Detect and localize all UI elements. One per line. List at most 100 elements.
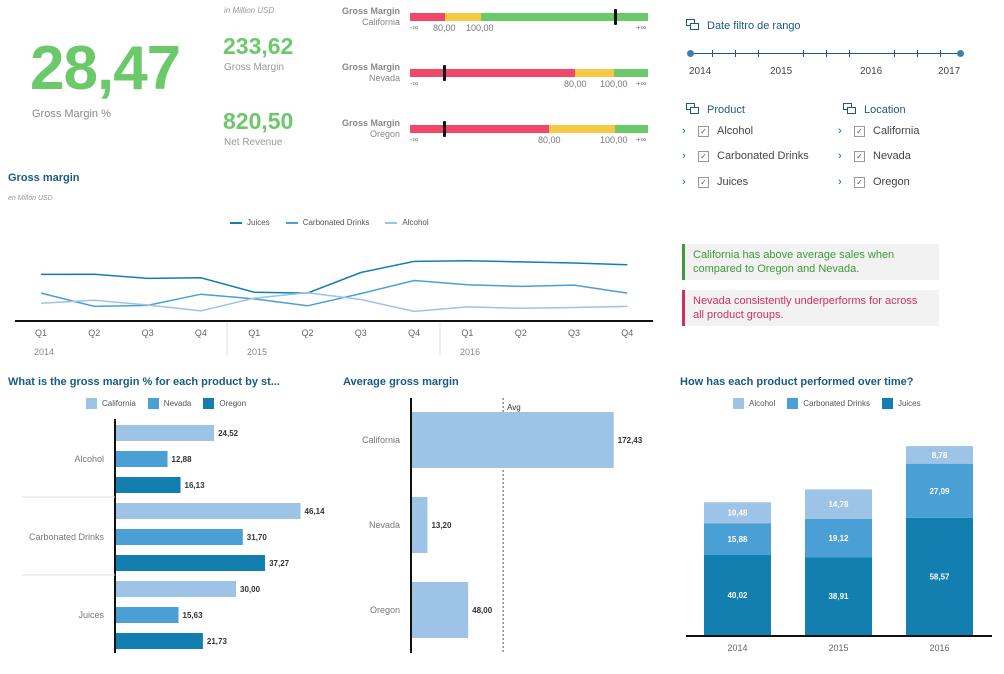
line-chart-title: Gross margin	[8, 172, 80, 184]
chevron-right-icon[interactable]: ›	[838, 125, 842, 137]
x-tick-label: 2014	[727, 643, 747, 653]
segment-value-label: 58,57	[929, 572, 950, 581]
insight-note-nevada: Nevada consistently underperforms for ac…	[682, 290, 939, 326]
bullet-marker	[443, 121, 446, 137]
bar	[412, 497, 428, 553]
gross-margin-value: 233,62	[223, 33, 294, 59]
segment-value-label: 38,91	[828, 592, 849, 601]
filter-item-label: California	[873, 125, 920, 137]
x-tick-label: Q4	[621, 328, 633, 338]
bar	[116, 425, 215, 441]
stacked-segment	[805, 518, 872, 558]
category-label: Nevada	[369, 520, 400, 530]
bullet-marker	[614, 9, 617, 25]
slider-year: 2016	[860, 66, 883, 77]
bullet-marker	[443, 65, 446, 81]
x-tick-label: Q2	[515, 328, 527, 338]
slider-handle-end[interactable]	[957, 50, 964, 57]
bar	[116, 633, 203, 649]
chevron-right-icon[interactable]: ›	[682, 125, 686, 137]
stacked-segment	[906, 463, 973, 518]
bullet-state: California	[361, 17, 400, 27]
bullet-tick: +∞	[636, 135, 647, 144]
series-line-alcohol	[40, 292, 628, 313]
bullet-tick: 100,00	[466, 23, 494, 33]
filter-item-juices[interactable]: › ✓ Juices	[682, 176, 748, 188]
x-tick-label: Q1	[35, 328, 47, 338]
x-tick-label: Q1	[461, 328, 473, 338]
unit-note: in Million USD	[224, 6, 275, 15]
bullet-state: Nevada	[368, 73, 400, 83]
checkbox-checked-icon[interactable]: ✓	[854, 125, 865, 137]
checkbox-checked-icon[interactable]: ✓	[698, 176, 709, 188]
legend-item: Carbonated Drinks	[787, 398, 870, 409]
bar-value-label: 48,00	[472, 606, 493, 615]
avg-bar-title: Average gross margin	[343, 376, 459, 388]
legend-item: Oregon	[203, 398, 246, 409]
slider-year: 2015	[770, 66, 793, 77]
filter-item-alcohol[interactable]: › ✓ Alcohol	[682, 125, 753, 137]
line-chart-subtitle: en Millón USD	[8, 195, 53, 202]
gross-margin-pct-value: 28,47	[30, 34, 181, 103]
insight-note-california: California has above average sales when …	[682, 244, 939, 280]
filter-item-oregon[interactable]: › ✓ Oregon	[838, 176, 910, 188]
checkbox-checked-icon[interactable]: ✓	[854, 150, 865, 162]
bar	[412, 582, 469, 638]
legend-item: Juices	[230, 218, 270, 227]
bar	[116, 451, 168, 467]
slider-year: 2017	[938, 66, 961, 77]
stacked-chart-legend: Alcohol Carbonated Drinks Juices	[733, 398, 921, 409]
legend-item: Nevada	[147, 398, 191, 409]
bar	[116, 477, 181, 493]
bullet-bar	[410, 69, 648, 77]
filter-item-california[interactable]: › ✓ California	[838, 125, 919, 137]
bullet-tick: 100,00	[600, 79, 628, 89]
bar-value-label: 15,63	[183, 611, 204, 620]
year-label: 2015	[247, 347, 267, 357]
filter-item-label: Juices	[717, 176, 749, 188]
bullet-tick: -∞	[410, 135, 419, 144]
location-filter-title: Location	[864, 104, 906, 116]
gross-margin-pct-label: Gross Margin %	[32, 108, 111, 120]
legend-item: California	[86, 398, 136, 409]
slider-handle-start[interactable]	[687, 50, 694, 57]
location-filter-header[interactable]: Location	[843, 103, 906, 117]
legend-item: Alcohol	[385, 218, 429, 227]
bullet-tick: +∞	[636, 23, 647, 32]
gross-margin-label: Gross Margin	[224, 62, 285, 73]
stacked-segment	[805, 489, 872, 519]
checkbox-checked-icon[interactable]: ✓	[698, 125, 709, 137]
checkbox-checked-icon[interactable]: ✓	[854, 176, 865, 188]
stacked-segment	[704, 523, 771, 555]
x-tick-label: 2015	[828, 643, 848, 653]
filter-item-nevada[interactable]: › ✓ Nevada	[838, 150, 911, 162]
checkbox-checked-icon[interactable]: ✓	[698, 150, 709, 162]
stacked-segment	[704, 502, 771, 524]
bar-value-label: 12,88	[172, 455, 193, 464]
bar	[116, 607, 179, 623]
chevron-right-icon[interactable]: ›	[682, 176, 686, 188]
bullet-tick: -∞	[410, 79, 419, 88]
filter-item-label: Oregon	[873, 176, 910, 188]
chevron-right-icon[interactable]: ›	[838, 150, 842, 162]
segment-value-label: 8,78	[932, 451, 948, 460]
line-chart: Q1 Q2 Q3 Q4 Q1 Q2 Q3 Q4 Q1 Q2 Q3 Q4 2014 2015 2016	[15, 260, 653, 357]
stacked-segment	[906, 446, 973, 464]
chevron-right-icon[interactable]: ›	[682, 150, 686, 162]
legend-item: Alcohol	[733, 398, 775, 409]
product-filter-header[interactable]: Product	[686, 103, 745, 117]
stacked-column-chart: 40,02 15,88 10,48 2014 38,91 19,12 14,78 2015 58…	[686, 446, 992, 653]
bar-value-label: 13,20	[431, 521, 452, 530]
x-tick-label: Q2	[301, 328, 313, 338]
filter-icon	[686, 19, 699, 33]
bullet-state: Oregon	[369, 129, 400, 139]
filter-item-carbonated[interactable]: › ✓ Carbonated Drinks	[682, 150, 809, 162]
bullet-title: Gross Margin	[341, 118, 400, 128]
segment-value-label: 19,12	[828, 534, 849, 543]
segment-value-label: 27,09	[929, 487, 950, 496]
date-range-slider[interactable]: 2014 2015 2016 2017	[686, 46, 966, 86]
chevron-right-icon[interactable]: ›	[838, 176, 842, 188]
bullet-tick: -∞	[410, 23, 419, 32]
date-filter-header[interactable]: Date filtro de rango	[686, 19, 801, 33]
stacked-chart-title: How has each product performed over time…	[680, 376, 914, 388]
